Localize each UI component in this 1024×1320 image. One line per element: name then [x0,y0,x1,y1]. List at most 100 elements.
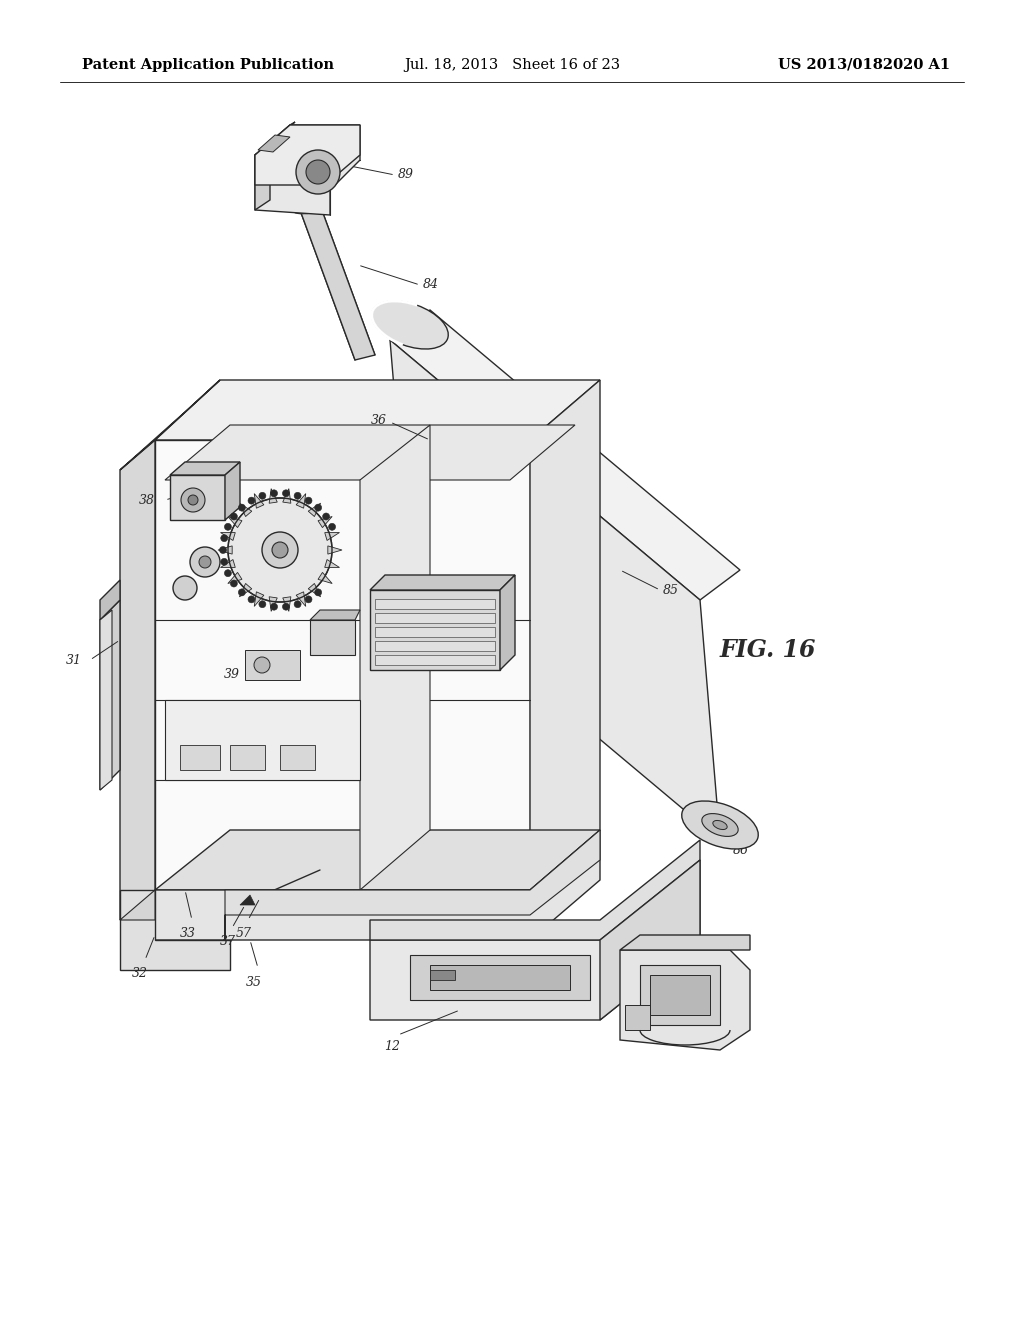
Text: 84: 84 [423,279,439,292]
Ellipse shape [372,301,449,348]
Polygon shape [310,610,360,620]
Circle shape [188,495,198,506]
Text: 37: 37 [220,935,236,948]
Circle shape [254,657,270,673]
Text: 5: 5 [453,616,461,630]
Circle shape [239,589,246,595]
Polygon shape [269,597,278,611]
Polygon shape [283,488,291,503]
Polygon shape [170,462,240,475]
Circle shape [294,601,301,607]
Ellipse shape [701,813,738,837]
Polygon shape [225,462,240,520]
Circle shape [248,595,255,603]
Polygon shape [318,516,332,528]
Polygon shape [370,840,700,940]
Polygon shape [230,744,265,770]
Text: 35: 35 [246,975,262,989]
Circle shape [199,556,211,568]
Text: FIG. 16: FIG. 16 [720,638,816,663]
Circle shape [305,498,312,504]
Polygon shape [620,935,750,950]
Text: 33: 33 [180,927,196,940]
Polygon shape [255,125,360,185]
Polygon shape [170,475,225,520]
Polygon shape [165,700,360,780]
Text: 31: 31 [66,653,82,667]
Polygon shape [308,503,321,516]
Polygon shape [225,830,600,940]
Circle shape [190,546,220,577]
Circle shape [228,498,332,602]
Polygon shape [500,576,515,671]
Text: 89: 89 [398,169,414,181]
Polygon shape [220,532,236,540]
Polygon shape [600,861,700,1020]
Polygon shape [254,494,264,508]
Circle shape [296,150,340,194]
Text: US 2013/0182020 A1: US 2013/0182020 A1 [778,58,950,73]
Polygon shape [620,950,750,1049]
Circle shape [262,532,298,568]
Ellipse shape [713,821,727,829]
Polygon shape [228,573,242,583]
Polygon shape [280,744,315,770]
Polygon shape [375,627,495,638]
Polygon shape [155,380,600,440]
Circle shape [314,589,322,595]
Text: 32: 32 [132,968,148,979]
Polygon shape [269,488,278,503]
Ellipse shape [682,801,758,849]
Text: 7: 7 [443,595,451,609]
Polygon shape [296,494,306,508]
Circle shape [305,595,312,603]
Polygon shape [390,310,740,601]
Polygon shape [255,145,270,210]
Circle shape [224,523,231,531]
Text: 86: 86 [733,843,749,857]
Polygon shape [255,121,295,154]
Polygon shape [375,612,495,623]
Polygon shape [370,576,515,590]
Polygon shape [360,425,430,890]
Text: Jul. 18, 2013   Sheet 16 of 23: Jul. 18, 2013 Sheet 16 of 23 [403,58,621,73]
Circle shape [230,513,238,520]
Polygon shape [100,610,112,789]
Polygon shape [240,503,252,516]
Polygon shape [375,642,495,651]
Circle shape [173,576,197,601]
Text: 12: 12 [384,1040,400,1053]
Polygon shape [255,125,360,215]
Circle shape [270,603,278,610]
Polygon shape [296,591,306,606]
Polygon shape [120,440,155,920]
Polygon shape [228,516,242,528]
Polygon shape [240,895,255,906]
Circle shape [248,498,255,504]
Circle shape [221,558,227,565]
Text: Patent Application Publication: Patent Application Publication [82,58,334,73]
Polygon shape [650,975,710,1015]
Circle shape [259,601,266,607]
Polygon shape [283,597,291,611]
Polygon shape [240,583,252,597]
Polygon shape [308,583,321,597]
Ellipse shape [292,201,328,214]
Polygon shape [640,965,720,1026]
Circle shape [306,160,330,183]
Polygon shape [375,655,495,665]
Polygon shape [245,649,300,680]
Circle shape [181,488,205,512]
Polygon shape [180,744,220,770]
Polygon shape [218,546,232,554]
Circle shape [323,513,330,520]
Circle shape [294,492,301,499]
Polygon shape [318,573,332,583]
Polygon shape [430,970,455,979]
Polygon shape [100,601,120,789]
Circle shape [230,579,238,587]
Polygon shape [430,965,570,990]
Circle shape [283,603,290,610]
Circle shape [329,523,336,531]
Circle shape [283,490,290,496]
